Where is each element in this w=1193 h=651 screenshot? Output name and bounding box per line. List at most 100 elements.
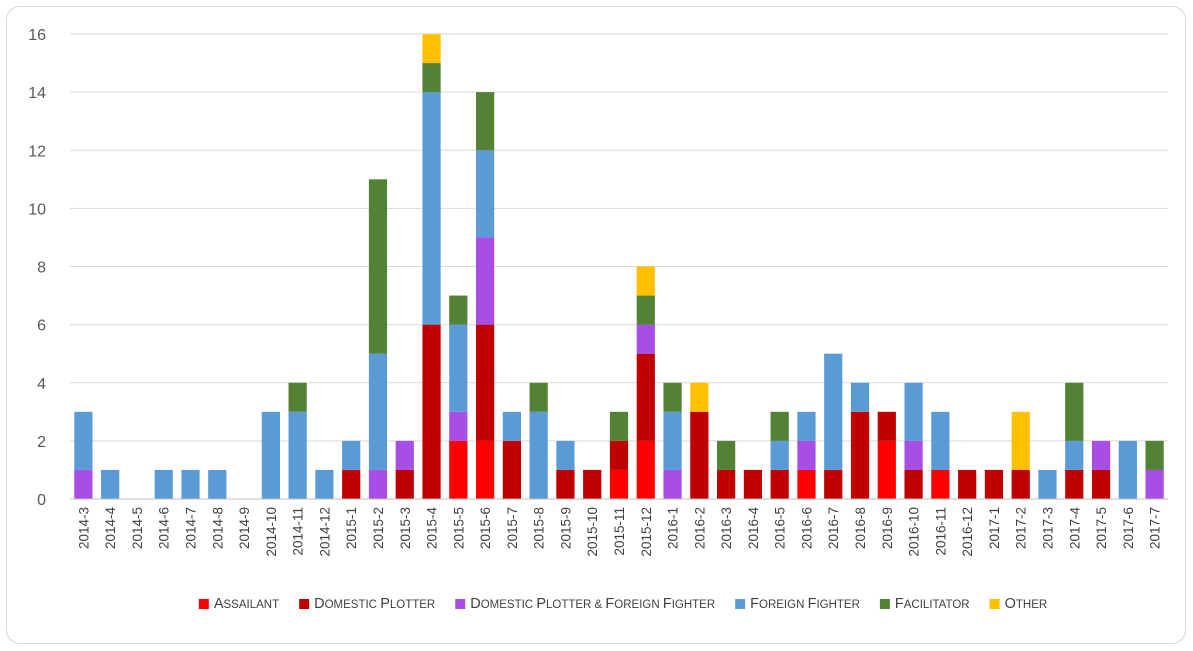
x-tick-label: 2014-9 bbox=[237, 507, 252, 549]
bar-segment bbox=[1091, 440, 1111, 470]
legend-item: DOMESTIC PLOTTER bbox=[299, 596, 435, 612]
legend-item: ASSAILANT bbox=[198, 596, 279, 612]
legend-item: FOREIGN FIGHTER bbox=[735, 596, 860, 612]
bar-segment bbox=[1065, 382, 1084, 441]
bar-segment bbox=[931, 411, 950, 470]
x-tick-label: 2016-2 bbox=[692, 507, 707, 549]
bar-segment bbox=[904, 469, 923, 499]
bar-segment bbox=[609, 469, 629, 499]
x-tick-label: 2017-5 bbox=[1094, 507, 1109, 549]
bar-segment bbox=[904, 382, 923, 441]
bar-segment bbox=[395, 469, 414, 499]
legend-item: DOMESTIC PLOTTER & FOREIGN FIGHTER bbox=[455, 596, 715, 612]
bar-segment bbox=[556, 440, 575, 470]
bar-segment bbox=[636, 324, 655, 354]
legend-item: FACILITATOR bbox=[879, 596, 970, 612]
x-tick-label: 2015-2 bbox=[371, 507, 386, 549]
x-tick-label: 2014-3 bbox=[76, 507, 91, 549]
legend-swatch bbox=[879, 599, 890, 609]
bar-segment bbox=[770, 469, 789, 499]
bar-segment bbox=[1038, 469, 1057, 499]
legend-swatch bbox=[198, 599, 209, 609]
bar-segment bbox=[636, 295, 655, 325]
y-tick-label: 14 bbox=[28, 85, 46, 102]
bar-segment bbox=[931, 469, 950, 499]
bar-segment bbox=[690, 411, 709, 499]
x-tick-label: 2015-1 bbox=[344, 507, 359, 549]
x-tick-label: 2015-11 bbox=[612, 507, 627, 556]
x-tick-label: 2014-11 bbox=[291, 507, 306, 556]
bar-segment bbox=[342, 469, 361, 499]
bar-segment bbox=[422, 63, 441, 93]
bar-segment bbox=[636, 353, 655, 441]
x-tick-label: 2014-8 bbox=[210, 507, 225, 549]
x-tick-label: 2016-8 bbox=[853, 507, 868, 549]
x-tick-label: 2016-9 bbox=[880, 507, 895, 549]
x-tick-label: 2015-9 bbox=[558, 507, 573, 549]
bar-segment bbox=[529, 382, 548, 412]
bar-segment bbox=[422, 324, 441, 499]
bar-segment bbox=[690, 382, 709, 412]
y-axis-ticks: 0 2 4 6 8 10 12 14 16 bbox=[28, 27, 46, 509]
bar-segment bbox=[475, 237, 495, 325]
legend-label: ASSAILANT bbox=[214, 596, 279, 612]
y-tick-label: 16 bbox=[28, 27, 46, 44]
bar-segment bbox=[797, 469, 816, 499]
bar-segment bbox=[583, 469, 602, 499]
bar-segment bbox=[208, 469, 227, 499]
bar-segment bbox=[904, 440, 923, 470]
y-tick-label: 10 bbox=[28, 201, 46, 218]
bar-segment bbox=[717, 440, 736, 470]
bar-segment bbox=[422, 92, 441, 325]
y-tick-label: 4 bbox=[37, 376, 46, 393]
bar-segment bbox=[74, 411, 93, 470]
bar-segment bbox=[824, 353, 843, 470]
bar-segment bbox=[449, 324, 468, 412]
legend-label: DOMESTIC PLOTTER bbox=[314, 596, 435, 612]
bar-segment bbox=[449, 295, 468, 325]
bar-segment bbox=[797, 440, 816, 470]
bar-segment bbox=[475, 92, 495, 151]
legend-swatch bbox=[455, 599, 466, 609]
bar-segment bbox=[1145, 469, 1164, 499]
y-tick-label: 8 bbox=[37, 260, 46, 277]
bar-segment bbox=[475, 150, 495, 238]
x-tick-label: 2017-2 bbox=[1014, 507, 1029, 549]
gridlines bbox=[70, 33, 1168, 442]
x-tick-label: 2014-7 bbox=[184, 507, 199, 549]
bar-segment bbox=[475, 324, 495, 441]
x-tick-label: 2014-4 bbox=[103, 507, 118, 550]
legend-swatch bbox=[299, 599, 310, 609]
x-tick-label: 2015-3 bbox=[398, 507, 413, 549]
x-tick-label: 2015-10 bbox=[585, 507, 600, 557]
bar-segment bbox=[1091, 469, 1111, 499]
bar-segment bbox=[74, 469, 93, 499]
x-tick-label: 2017-6 bbox=[1121, 507, 1136, 549]
bar-segment bbox=[529, 411, 548, 499]
x-tick-label: 2016-11 bbox=[933, 507, 948, 556]
y-tick-label: 12 bbox=[28, 143, 46, 160]
bar-segment bbox=[449, 440, 468, 499]
y-tick-label: 0 bbox=[37, 492, 46, 509]
x-tick-label: 2017-4 bbox=[1067, 507, 1082, 550]
legend-label: OTHER bbox=[1005, 596, 1048, 612]
bar-segment bbox=[154, 469, 173, 499]
x-tick-label: 2015-6 bbox=[478, 507, 493, 549]
x-tick-label: 2016-10 bbox=[907, 507, 922, 557]
bar-segment bbox=[422, 34, 441, 64]
bar-segment bbox=[663, 469, 682, 499]
bar-segment bbox=[743, 469, 763, 499]
bar-segment bbox=[368, 469, 388, 499]
bar-segment bbox=[288, 411, 307, 499]
bar-segment bbox=[475, 440, 495, 499]
bar-segment bbox=[449, 411, 468, 441]
x-tick-label: 2017-3 bbox=[1040, 507, 1055, 549]
bar-segment bbox=[609, 411, 629, 441]
bar-segment bbox=[315, 469, 334, 499]
bars bbox=[74, 34, 1164, 499]
bar-segment bbox=[395, 440, 414, 470]
y-tick-label: 2 bbox=[37, 434, 46, 451]
x-tick-label: 2014-5 bbox=[130, 507, 145, 549]
legend-swatch bbox=[989, 599, 1000, 609]
bar-segment bbox=[850, 382, 870, 412]
